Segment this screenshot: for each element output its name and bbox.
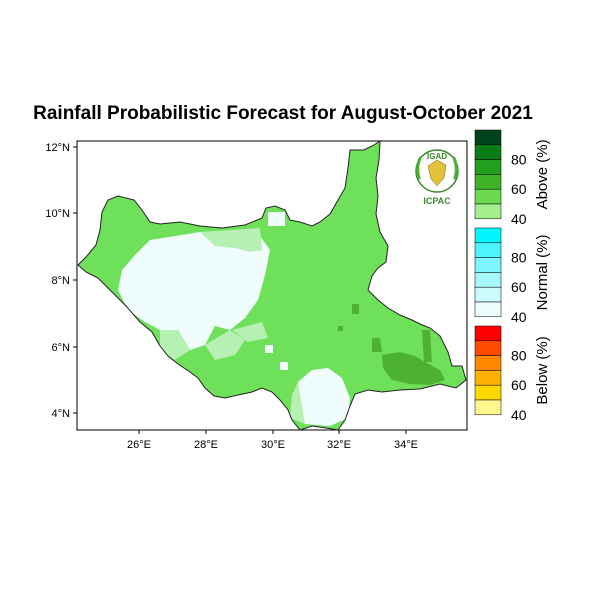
- colorbar-swatch: [474, 301, 502, 318]
- logo-top-text: IGAD: [427, 152, 447, 161]
- normal-zone-west: [118, 232, 270, 350]
- colorbar-swatch: [474, 227, 502, 244]
- colorbar-tick-label: 80: [511, 250, 527, 266]
- lon-label-26e: 26°E: [127, 439, 151, 451]
- lon-label-34e: 34°E: [394, 439, 418, 451]
- normal-patch-1: [280, 362, 288, 370]
- lat-label-12n: 12°N: [45, 142, 70, 154]
- colorbar-swatch: [474, 188, 502, 205]
- colorbar-swatch: [474, 129, 502, 146]
- lon-label-32e: 32°E: [327, 439, 351, 451]
- colorbar-legend: 80 60 40 Above (%) 80 60 40 Normal (%) 80 60 40 Bel…: [474, 129, 551, 423]
- colorbar-tick-label: 40: [511, 309, 527, 325]
- lat-label-10n: 10°N: [45, 208, 70, 220]
- colorbar-swatch: [474, 340, 502, 356]
- normal-patch-north: [268, 212, 285, 226]
- country-border: [77, 140, 467, 431]
- transition-zone-south-west: [290, 382, 305, 424]
- normal-zone-south: [294, 368, 350, 426]
- colorbar-tick-label: 60: [511, 279, 527, 295]
- colorbar-swatch: [474, 257, 502, 273]
- map-title: Rainfall Probabilistic Forecast for Augu…: [33, 103, 533, 124]
- colorbar-swatch: [474, 370, 502, 386]
- colorbar-tick-label: 40: [511, 211, 527, 227]
- colorbar-swatch: [474, 272, 502, 288]
- normal-patch-2: [265, 345, 273, 353]
- colorbar-swatch: [474, 242, 502, 258]
- lon-label-30e: 30°E: [261, 439, 285, 451]
- colorbar-swatch: [474, 144, 502, 160]
- colorbar-category-label: Below (%): [534, 336, 551, 404]
- colorbar-category-label: Above (%): [534, 139, 551, 209]
- colorbar-category-label: Normal (%): [534, 234, 551, 310]
- colorbar-swatch: [474, 174, 502, 190]
- icpac-logo: IGAD ICPAC: [415, 149, 459, 206]
- colorbar-swatch: [474, 203, 502, 220]
- colorbar-swatch: [474, 399, 502, 416]
- longitude-axis: 26°E 28°E 30°E 32°E 34°E: [127, 430, 418, 451]
- colorbar-tick-label: 80: [511, 152, 527, 168]
- africa-horn-icon: [427, 159, 447, 187]
- laurel-right-icon: [452, 156, 458, 180]
- laurel-left-icon: [416, 156, 422, 180]
- colorbar-tick-label: 60: [511, 377, 527, 393]
- colorbar-swatch: [474, 325, 502, 342]
- latitude-axis: 12°N 10°N 8°N 6°N 4°N: [45, 142, 77, 420]
- colorbar-tick-label: 80: [511, 348, 527, 364]
- transition-zone-sw: [160, 330, 190, 360]
- transition-patch-center: [232, 322, 268, 342]
- colorbar-swatch: [474, 159, 502, 175]
- lat-label-6n: 6°N: [52, 342, 71, 354]
- colorbar-swatch: [474, 384, 502, 401]
- lon-label-28e: 28°E: [194, 439, 218, 451]
- above-50-patch-1: [372, 338, 382, 352]
- above-50-patch-4: [338, 326, 343, 331]
- colorbar-swatch: [474, 286, 502, 303]
- above-50-patch-3: [352, 304, 359, 314]
- lat-label-8n: 8°N: [52, 275, 71, 287]
- transition-zone-north: [200, 228, 262, 252]
- colorbar-tick-label: 40: [511, 407, 527, 423]
- colorbar-swatch: [474, 355, 502, 371]
- logo-bottom-text: ICPAC: [423, 196, 451, 206]
- above-50-zone-east: [382, 352, 445, 385]
- transition-zone-south: [205, 330, 245, 360]
- colorbar-tick-label: 60: [511, 181, 527, 197]
- above-50-patch-2: [422, 330, 432, 362]
- lat-label-4n: 4°N: [52, 408, 71, 420]
